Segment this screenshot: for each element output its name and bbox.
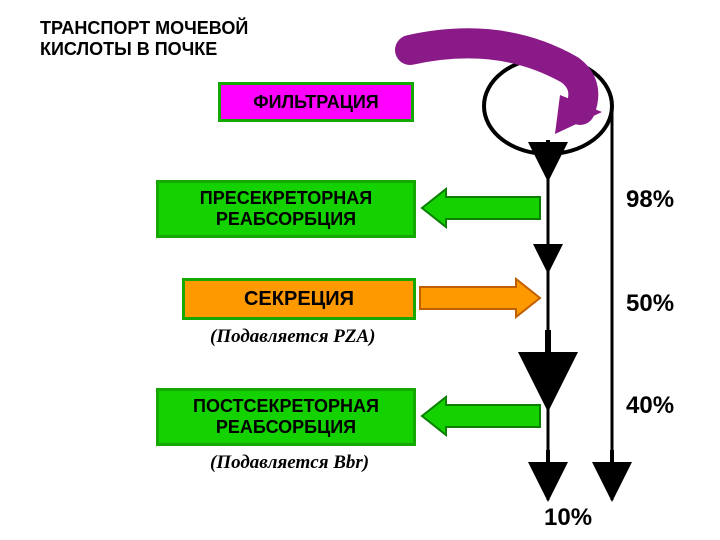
diagram-title: ТРАНСПОРТ МОЧЕВОЙ КИСЛОТЫ В ПОЧКЕ xyxy=(40,18,248,60)
box-filtration: ФИЛЬТРАЦИЯ xyxy=(218,82,414,122)
box-secretion: СЕКРЕЦИЯ xyxy=(182,278,416,320)
box-presecretory-label: ПРЕСЕКРЕТОРНАЯ РЕАБСОРБЦИЯ xyxy=(200,188,372,230)
box-postsecretory-label: ПОСТСЕКРЕТОРНАЯ РЕАБСОРБЦИЯ xyxy=(193,396,379,438)
title-line1: ТРАНСПОРТ МОЧЕВОЙ xyxy=(40,18,248,39)
note-pza: (Подавляется PZA) xyxy=(210,326,375,348)
percent-10: 10% xyxy=(544,504,592,532)
box-filtration-label: ФИЛЬТРАЦИЯ xyxy=(253,92,379,113)
percent-50: 50% xyxy=(626,290,674,318)
box-presecretory: ПРЕСЕКРЕТОРНАЯ РЕАБСОРБЦИЯ xyxy=(156,180,416,238)
percent-40: 40% xyxy=(626,392,674,420)
box-postsecretory: ПОСТСЕКРЕТОРНАЯ РЕАБСОРБЦИЯ xyxy=(156,388,416,446)
note-bbr: (Подавляется Bbr) xyxy=(210,452,369,474)
box-secretion-label: СЕКРЕЦИЯ xyxy=(244,288,354,311)
title-line2: КИСЛОТЫ В ПОЧКЕ xyxy=(40,39,248,60)
percent-98: 98% xyxy=(626,186,674,214)
